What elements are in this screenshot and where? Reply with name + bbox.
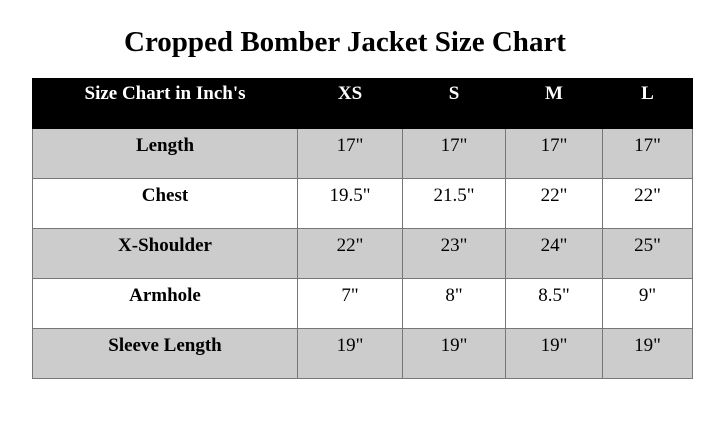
size-value: 23" xyxy=(402,228,506,279)
row-label: Sleeve Length xyxy=(32,328,298,379)
size-value: 17" xyxy=(297,128,403,179)
row-label: X-Shoulder xyxy=(32,228,298,279)
size-value: 8.5" xyxy=(505,278,603,329)
table-row: Chest 19.5" 21.5" 22" 22" xyxy=(32,178,693,229)
size-chart-table: Size Chart in Inch's XS S M L Length 17" 1… xyxy=(32,78,693,379)
header-cell: XS xyxy=(297,78,403,129)
size-value: 19" xyxy=(297,328,403,379)
size-value: 19" xyxy=(505,328,603,379)
table-row: Armhole 7" 8" 8.5" 9" xyxy=(32,278,693,329)
size-value: 9" xyxy=(602,278,693,329)
size-value: 21.5" xyxy=(402,178,506,229)
table-row: Sleeve Length 19" 19" 19" 19" xyxy=(32,328,693,379)
header-cell: L xyxy=(602,78,693,129)
header-cell: Size Chart in Inch's xyxy=(32,78,298,129)
size-value: 25" xyxy=(602,228,693,279)
size-value: 22" xyxy=(297,228,403,279)
header-row: Size Chart in Inch's XS S M L xyxy=(32,78,693,129)
row-label: Armhole xyxy=(32,278,298,329)
header-cell: S xyxy=(402,78,506,129)
size-value: 19" xyxy=(402,328,506,379)
size-value: 22" xyxy=(505,178,603,229)
table-row: X-Shoulder 22" 23" 24" 25" xyxy=(32,228,693,279)
size-value: 19" xyxy=(602,328,693,379)
size-value: 8" xyxy=(402,278,506,329)
size-value: 7" xyxy=(297,278,403,329)
size-value: 17" xyxy=(602,128,693,179)
page-title: Cropped Bomber Jacket Size Chart xyxy=(124,26,566,58)
table-row: Length 17" 17" 17" 17" xyxy=(32,128,693,179)
row-label: Length xyxy=(32,128,298,179)
size-value: 22" xyxy=(602,178,693,229)
size-value: 17" xyxy=(505,128,603,179)
size-value: 24" xyxy=(505,228,603,279)
header-cell: M xyxy=(505,78,603,129)
row-label: Chest xyxy=(32,178,298,229)
size-value: 19.5" xyxy=(297,178,403,229)
size-value: 17" xyxy=(402,128,506,179)
